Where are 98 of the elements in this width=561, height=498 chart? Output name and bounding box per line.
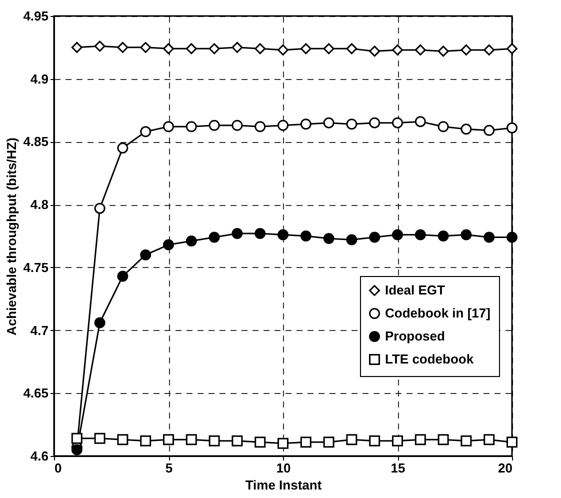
point <box>94 317 106 328</box>
y-tick-label: 4.85 <box>23 134 48 150</box>
point <box>94 40 106 52</box>
point <box>460 44 472 56</box>
point <box>323 117 334 128</box>
point <box>506 43 518 54</box>
point <box>323 43 334 54</box>
point <box>392 229 403 240</box>
point <box>506 232 518 243</box>
point <box>278 44 288 56</box>
point <box>94 202 106 214</box>
legend-label: Codebook in [17] <box>385 306 490 320</box>
point <box>392 117 403 128</box>
point <box>117 42 128 53</box>
point <box>506 436 518 448</box>
point <box>232 435 243 446</box>
point <box>186 434 197 446</box>
point <box>484 434 495 446</box>
point <box>163 43 174 54</box>
point <box>438 434 449 446</box>
point <box>323 436 334 448</box>
point <box>208 232 220 243</box>
point <box>163 434 174 446</box>
point <box>414 434 426 446</box>
point <box>300 43 312 54</box>
y-tick-label: 4.6 <box>30 448 48 464</box>
point <box>208 435 220 446</box>
point <box>392 44 403 56</box>
point <box>254 228 266 239</box>
point <box>254 43 266 54</box>
x-tick-label: 15 <box>390 460 406 476</box>
point <box>186 236 197 247</box>
point <box>300 118 312 130</box>
point <box>392 435 403 446</box>
point <box>369 435 380 446</box>
point <box>346 434 358 446</box>
point <box>232 228 243 239</box>
x-tick-label: 0 <box>54 460 62 476</box>
point <box>323 233 334 244</box>
point <box>163 239 174 250</box>
point <box>208 120 220 131</box>
point <box>140 42 152 53</box>
point <box>346 234 358 246</box>
point <box>438 46 449 57</box>
y-tick-label: 4.75 <box>23 260 48 275</box>
point <box>71 444 82 456</box>
point <box>278 120 288 131</box>
point <box>346 43 358 54</box>
point <box>300 230 312 242</box>
point <box>232 120 243 131</box>
point <box>140 435 152 446</box>
point <box>460 124 472 135</box>
point <box>414 116 426 128</box>
x-tick-label: 10 <box>276 460 291 476</box>
point <box>346 118 358 130</box>
point <box>163 121 174 132</box>
point <box>186 43 197 54</box>
point <box>414 44 426 56</box>
point <box>186 121 197 132</box>
point <box>71 432 82 444</box>
point <box>484 44 495 56</box>
point <box>232 42 243 53</box>
y-tick-label: 4.95 <box>23 8 48 24</box>
y-tick-label: 4.7 <box>30 322 48 338</box>
point <box>140 126 152 138</box>
point <box>414 229 426 240</box>
point <box>300 436 312 448</box>
point <box>438 121 449 132</box>
point <box>460 229 472 240</box>
point <box>369 232 380 243</box>
point <box>254 121 266 132</box>
point <box>460 435 472 446</box>
point <box>484 124 495 136</box>
y-tick-label: 4.9 <box>30 71 48 86</box>
point <box>254 436 266 448</box>
x-tick-label: 20 <box>498 460 512 476</box>
point <box>369 117 380 128</box>
point <box>278 229 288 240</box>
point <box>117 142 128 154</box>
point <box>117 434 128 446</box>
y-tick-label: 4.8 <box>30 197 48 212</box>
point <box>438 230 449 242</box>
point <box>71 42 82 53</box>
y-tick-label: 4.65 <box>23 386 48 401</box>
point <box>369 46 380 57</box>
point <box>506 122 518 134</box>
x-axis-title: Time Instant <box>245 478 322 492</box>
point <box>94 432 106 444</box>
point <box>140 249 152 260</box>
point <box>208 43 220 54</box>
legend-label: Ideal EGT <box>385 282 446 298</box>
point <box>117 270 128 282</box>
point <box>484 232 495 243</box>
y-axis-title: Achievable throughput (bits/HZ) <box>4 138 20 336</box>
legend-label: LTE codebook <box>385 352 474 366</box>
x-tick-label: 5 <box>165 460 173 476</box>
point <box>278 438 288 449</box>
legend-label: Proposed <box>385 328 446 344</box>
